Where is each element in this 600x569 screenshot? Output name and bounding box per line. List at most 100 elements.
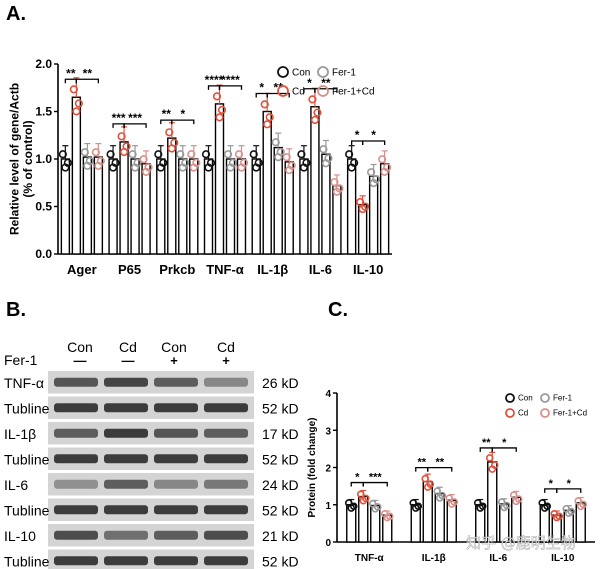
legend-marker — [540, 393, 550, 403]
data-point — [217, 105, 227, 115]
data-point — [80, 148, 89, 157]
category-label: IL-1β — [422, 553, 446, 564]
blot-band — [54, 556, 98, 566]
blot-strip — [48, 422, 254, 445]
category-label: IL-10 — [551, 553, 575, 564]
legend-marker — [540, 408, 550, 418]
significance-mark: * — [259, 81, 264, 95]
category-label: IL-6 — [309, 262, 332, 277]
treatment-sign: + — [222, 353, 230, 368]
blot-strip — [48, 473, 254, 496]
data-point — [310, 115, 320, 125]
western-blot: Con Cd Con Cd Fer-1 — — + + TNF-α 26 kD Tubline 52 k… — [4, 339, 299, 569]
data-point — [435, 494, 444, 502]
blot-strip — [48, 447, 254, 470]
blot-band — [204, 479, 248, 489]
y-tick-label: 2.0 — [35, 57, 52, 71]
significance-bracket — [171, 119, 195, 125]
data-point — [234, 150, 244, 159]
data-point — [141, 167, 151, 176]
data-point — [167, 144, 176, 153]
y-tick-label: 0.0 — [35, 247, 52, 261]
data-point — [271, 138, 280, 147]
blot-band — [204, 428, 248, 438]
data-point — [367, 168, 376, 177]
significance-mark: * — [549, 478, 554, 490]
legend-marker — [505, 393, 515, 403]
blot-size-label: 52 kD — [262, 553, 299, 569]
significance-mark: * — [355, 128, 360, 142]
legend-label: Con — [292, 67, 310, 78]
significance-bracket — [427, 467, 453, 472]
blot-band — [154, 377, 198, 387]
data-point — [485, 454, 494, 462]
data-point — [165, 128, 174, 137]
data-point — [117, 132, 126, 141]
bar — [284, 161, 294, 255]
data-point — [285, 166, 294, 175]
y-tick-label: 2 — [325, 464, 331, 475]
data-point — [421, 474, 430, 483]
data-point — [178, 163, 187, 172]
data-point — [119, 147, 129, 157]
panel-label-b: B. — [6, 299, 26, 321]
blot-strip — [48, 371, 254, 394]
blot-band — [204, 377, 248, 387]
blot-band — [204, 454, 248, 464]
data-point — [128, 150, 137, 159]
significance-mark: *** — [112, 111, 126, 125]
blot-band — [154, 428, 198, 438]
significance-mark: **** — [221, 73, 240, 87]
blot-band — [54, 428, 98, 438]
category-label: TNF-α — [355, 553, 385, 564]
panel-label-c: C. — [328, 299, 348, 321]
significance-mark: * — [567, 478, 572, 490]
category-label: Ager — [67, 262, 97, 277]
data-point — [72, 107, 81, 116]
category-label: IL-1β — [257, 262, 288, 277]
bar — [156, 158, 166, 255]
lane-header: Con — [161, 339, 187, 355]
legend-label: Fer-1 — [332, 67, 356, 78]
blot-size-label: 17 kD — [262, 426, 299, 442]
blot-band — [204, 403, 248, 413]
y-tick-label: 1.0 — [35, 152, 52, 166]
data-point — [347, 504, 356, 512]
data-point — [187, 150, 196, 159]
blot-strip — [48, 498, 254, 521]
data-point — [313, 108, 322, 117]
blot-size-label: 52 kD — [262, 400, 299, 416]
bar — [167, 137, 177, 255]
lane-header: Con — [67, 339, 93, 355]
significance-mark: ** — [435, 457, 444, 469]
blot-band — [54, 377, 98, 387]
legend-marker — [317, 85, 329, 97]
y-tick-label: 4 — [325, 389, 331, 400]
significance-mark: ** — [162, 107, 172, 121]
category-label: TNF-α — [206, 262, 244, 277]
bar — [332, 184, 342, 255]
blot-row-label: IL-1β — [4, 426, 36, 442]
significance-bracket — [218, 85, 243, 90]
data-point — [201, 150, 211, 159]
significance-mark: ** — [66, 66, 76, 80]
legend-label: Con — [518, 394, 533, 403]
treatment-sign: — — [122, 353, 135, 368]
significance-mark: * — [355, 472, 360, 484]
blot-row-label: Tubline — [4, 400, 50, 416]
blot-row-label: Tubline — [4, 451, 50, 467]
data-point — [500, 503, 509, 512]
legend-marker — [277, 66, 289, 78]
bar — [60, 158, 71, 255]
significance-mark: * — [180, 107, 185, 121]
blot-size-label: 24 kD — [262, 477, 299, 493]
y-tick-label: 1.5 — [35, 105, 52, 119]
bar — [368, 175, 379, 255]
data-point — [74, 99, 83, 108]
data-point — [576, 502, 585, 511]
blot-band — [54, 479, 98, 489]
blot-band — [154, 530, 198, 540]
bar — [379, 163, 390, 255]
